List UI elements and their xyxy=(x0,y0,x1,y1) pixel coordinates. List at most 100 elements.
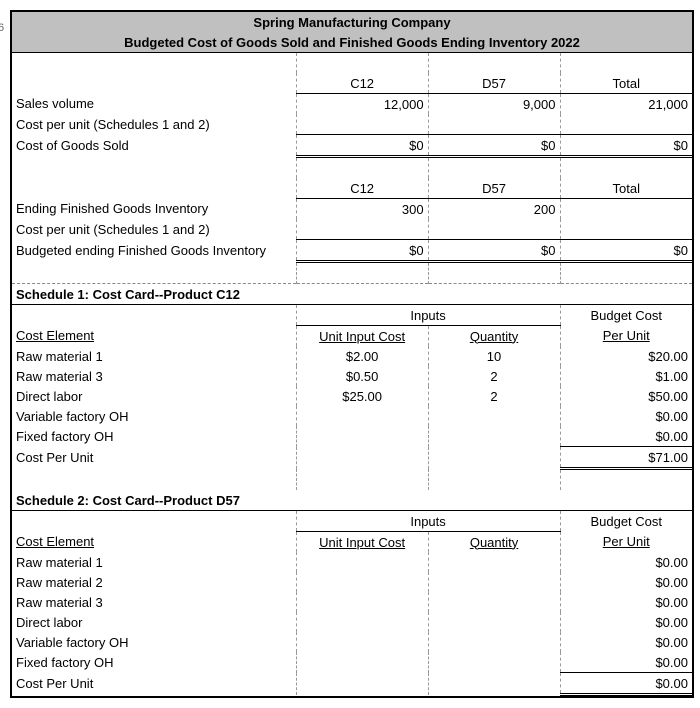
row-label: Direct labor xyxy=(12,612,296,632)
cell xyxy=(428,673,560,695)
table-row: Raw material 3 $0.00 xyxy=(12,592,692,612)
cell xyxy=(296,572,428,592)
cell xyxy=(296,426,428,447)
cell xyxy=(428,572,560,592)
row-label: Cost Per Unit xyxy=(12,673,296,695)
row-number: 6 xyxy=(0,22,4,34)
cell: $0.00 xyxy=(560,612,692,632)
col-qty: Quantity xyxy=(428,532,560,553)
cogs-headers: C12 D57 Total xyxy=(12,73,692,94)
col-cost-element: Cost Element xyxy=(12,326,296,347)
schedule2-col-headers: Cost Element Unit Input Cost Quantity Pe… xyxy=(12,532,692,553)
row-label: Budgeted ending Finished Goods Inventory xyxy=(12,240,296,262)
cell: 21,000 xyxy=(560,94,692,115)
row-label: Raw material 1 xyxy=(12,552,296,572)
table-row: Raw material 1 $0.00 xyxy=(12,552,692,572)
cell xyxy=(560,199,692,220)
schedule2-title-row: Schedule 2: Cost Card--Product D57 xyxy=(12,490,692,511)
cell xyxy=(296,612,428,632)
title-row-1: Spring Manufacturing Company xyxy=(12,12,692,32)
cell: $0.00 xyxy=(560,632,692,652)
cell xyxy=(296,114,428,135)
cell: $0.00 xyxy=(560,592,692,612)
table-row: Fixed factory OH $0.00 xyxy=(12,652,692,673)
cell xyxy=(428,612,560,632)
table-row: Variable factory OH $0.00 xyxy=(12,632,692,652)
efg-headers: C12 D57 Total xyxy=(12,178,692,199)
hdr-d57: D57 xyxy=(428,178,560,199)
cell xyxy=(560,114,692,135)
table-row: Fixed factory OH $0.00 xyxy=(12,426,692,447)
cell: $2.00 xyxy=(296,346,428,366)
cell: 10 xyxy=(428,346,560,366)
cell xyxy=(428,652,560,673)
schedule1-title: Schedule 1: Cost Card--Product C12 xyxy=(12,284,692,305)
cell: $0.00 xyxy=(560,673,692,695)
hdr-total: Total xyxy=(560,73,692,94)
table-row: Cost of Goods Sold $0 $0 $0 xyxy=(12,135,692,157)
row-label: Direct labor xyxy=(12,386,296,406)
cell xyxy=(296,447,428,469)
row-label: Cost of Goods Sold xyxy=(12,135,296,157)
cell: $0.00 xyxy=(560,426,692,447)
table-row: Cost Per Unit $0.00 xyxy=(12,673,692,695)
row-label: Variable factory OH xyxy=(12,406,296,426)
cell: $1.00 xyxy=(560,366,692,386)
table-row: Ending Finished Goods Inventory 300 200 xyxy=(12,199,692,220)
row-label: Raw material 3 xyxy=(12,592,296,612)
row-label: Cost Per Unit xyxy=(12,447,296,469)
row-label: Raw material 2 xyxy=(12,572,296,592)
cell xyxy=(428,219,560,240)
table-row: Raw material 1 $2.00 10 $20.00 xyxy=(12,346,692,366)
col-per-unit: Per Unit xyxy=(560,532,692,553)
schedule1-col-headers: Cost Element Unit Input Cost Quantity Pe… xyxy=(12,326,692,347)
cell: $0 xyxy=(560,135,692,157)
row-label: Ending Finished Goods Inventory xyxy=(12,199,296,220)
cell xyxy=(428,406,560,426)
table-row: Sales volume 12,000 9,000 21,000 xyxy=(12,94,692,115)
cell: 9,000 xyxy=(428,94,560,115)
hdr-c12: C12 xyxy=(296,73,428,94)
table-row: Budgeted ending Finished Goods Inventory… xyxy=(12,240,692,262)
cell: $0 xyxy=(296,135,428,157)
cell: $0.00 xyxy=(560,572,692,592)
budget-cost-label: Budget Cost xyxy=(560,511,692,532)
col-uic: Unit Input Cost xyxy=(296,326,428,347)
cell: $0.00 xyxy=(560,406,692,426)
cell xyxy=(296,592,428,612)
cell xyxy=(428,552,560,572)
col-uic: Unit Input Cost xyxy=(296,532,428,553)
cell: $0.00 xyxy=(560,552,692,572)
cell: $20.00 xyxy=(560,346,692,366)
main-table: Spring Manufacturing Company Budgeted Co… xyxy=(12,12,692,696)
cell xyxy=(296,219,428,240)
cell: $0 xyxy=(428,240,560,262)
row-label: Raw material 3 xyxy=(12,366,296,386)
schedule2-group-header: Inputs Budget Cost xyxy=(12,511,692,532)
row-label: Sales volume xyxy=(12,94,296,115)
cell xyxy=(296,632,428,652)
cell xyxy=(428,632,560,652)
row-label: Variable factory OH xyxy=(12,632,296,652)
cell: 300 xyxy=(296,199,428,220)
title-line1: Spring Manufacturing Company xyxy=(12,12,692,32)
cell: $0 xyxy=(296,240,428,262)
table-row: Raw material 3 $0.50 2 $1.00 xyxy=(12,366,692,386)
budget-cost-label: Budget Cost xyxy=(560,305,692,326)
schedule1-title-row: Schedule 1: Cost Card--Product C12 xyxy=(12,284,692,305)
row-label: Cost per unit (Schedules 1 and 2) xyxy=(12,114,296,135)
cell: $0.50 xyxy=(296,366,428,386)
cell xyxy=(296,406,428,426)
cell: 2 xyxy=(428,386,560,406)
row-label: Fixed factory OH xyxy=(12,652,296,673)
col-qty: Quantity xyxy=(428,326,560,347)
table-row: Cost per unit (Schedules 1 and 2) xyxy=(12,219,692,240)
cell: 200 xyxy=(428,199,560,220)
hdr-d57: D57 xyxy=(428,73,560,94)
title-line2: Budgeted Cost of Goods Sold and Finished… xyxy=(12,32,692,53)
cell: $0.00 xyxy=(560,652,692,673)
table-row: Cost Per Unit $71.00 xyxy=(12,447,692,469)
table-row: Direct labor $0.00 xyxy=(12,612,692,632)
cell xyxy=(560,219,692,240)
inputs-label: Inputs xyxy=(296,511,560,532)
